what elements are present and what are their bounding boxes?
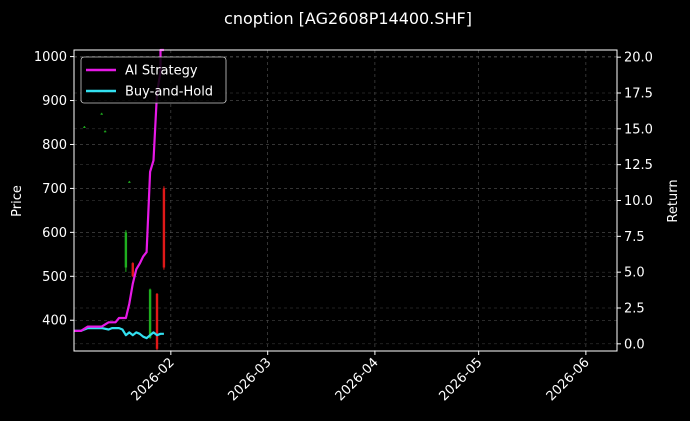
candle-body <box>124 232 128 268</box>
y-right-tick-label: 7.5 <box>624 230 645 245</box>
series-line-ai-strategy <box>74 48 164 332</box>
y-right-tick-label: 10.0 <box>624 194 653 209</box>
y-right-tick-label: 5.0 <box>624 266 645 281</box>
y-axis-left: 400 500 600 700 800 900 1000 <box>34 50 74 329</box>
chart-title: cnoption [AG2608P14400.SHF] <box>224 9 472 28</box>
y-left-tick-label: 1000 <box>34 50 67 65</box>
candle-body <box>83 126 86 128</box>
legend: AI Strategy Buy-and-Hold <box>80 56 227 104</box>
legend-box <box>80 56 227 104</box>
y-axis-right-label: Return <box>666 179 681 222</box>
candle-body <box>162 188 166 268</box>
y-right-tick-label: 20.0 <box>624 51 653 66</box>
y-right-tick-label: 15.0 <box>624 122 653 137</box>
series-lines <box>74 48 164 340</box>
candles <box>83 112 166 351</box>
y-left-tick-label: 700 <box>42 182 67 197</box>
candle-body <box>155 293 159 349</box>
candle-body <box>131 263 134 277</box>
y-axis-left-label: Price <box>10 185 25 217</box>
y-left-tick-label: 400 <box>42 314 67 329</box>
candle-body <box>103 131 107 133</box>
candle-body <box>148 289 152 338</box>
legend-label: Buy-and-Hold <box>125 85 213 100</box>
y-left-tick-label: 800 <box>42 138 67 153</box>
candle-body <box>128 181 131 183</box>
y-left-tick-label: 500 <box>42 270 67 285</box>
y-left-tick-label: 600 <box>42 226 67 241</box>
y-right-tick-label: 12.5 <box>624 158 653 173</box>
legend-label: AI Strategy <box>125 64 198 79</box>
y-right-tick-label: 0.0 <box>624 337 645 352</box>
y-right-tick-label: 17.5 <box>624 87 653 102</box>
series-line-buy-and-hold <box>74 327 164 340</box>
y-axis-right: 0.0 2.5 5.0 7.5 10.0 12.5 15.0 17.5 20.0 <box>617 51 653 352</box>
y-right-tick-label: 2.5 <box>624 302 645 317</box>
candle-body <box>100 113 103 115</box>
y-left-tick-label: 900 <box>42 94 67 109</box>
